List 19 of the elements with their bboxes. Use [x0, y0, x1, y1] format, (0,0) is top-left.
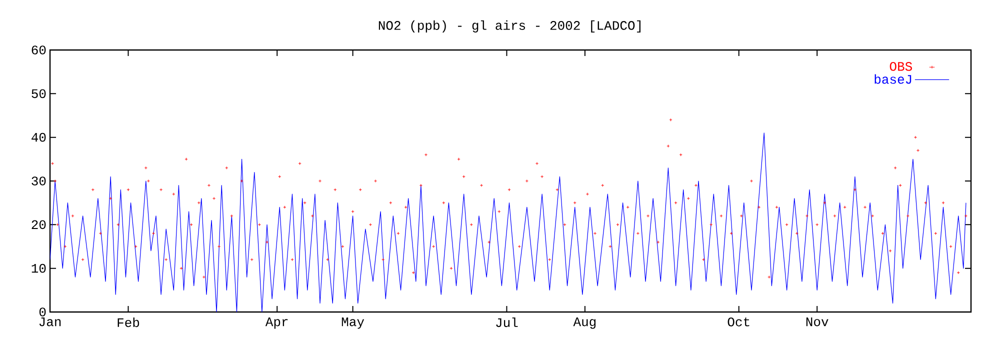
y-tick-label: 50: [32, 89, 46, 98]
y-tick-label: 60: [32, 46, 46, 54]
x-tick-label: Nov: [806, 318, 828, 326]
x-tick-label: Aug: [573, 318, 596, 329]
x-tick-label: Jan: [39, 318, 61, 326]
y-tick-label: 10: [32, 264, 46, 273]
legend-label: OBS: [890, 62, 912, 71]
x-tick-label: Feb: [118, 318, 140, 328]
x-tick-label: Jul: [496, 318, 518, 328]
x-tick-label: Apr: [265, 318, 288, 329]
x-tick-label: Oct: [728, 318, 750, 326]
y-tick-label: 0: [39, 308, 46, 316]
line-series: [50, 132, 966, 312]
y-tick-label: 30: [32, 176, 46, 186]
chart-title: NO2 (ppb) - gl airs - 2002 [LADCO]: [378, 20, 640, 32]
y-tick-label: 20: [32, 220, 46, 230]
y-tick-label: 40: [32, 132, 46, 142]
legend-label: baseJ: [874, 74, 912, 84]
x-tick-label: May: [342, 318, 364, 329]
